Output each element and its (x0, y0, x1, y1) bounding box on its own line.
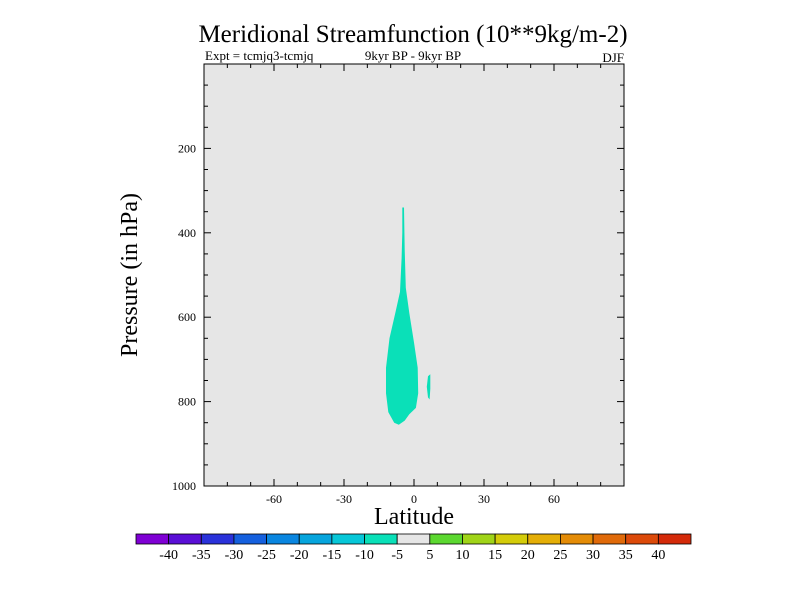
colorbar-label: 15 (488, 548, 502, 563)
colorbar-swatch (135, 533, 170, 545)
x-tick-label: -60 (266, 492, 282, 506)
x-tick-label: 30 (478, 492, 490, 506)
colorbar-label: 40 (651, 548, 665, 563)
season-label: DJF (602, 50, 624, 65)
colorbar-label: -35 (192, 548, 211, 563)
y-axis-label: Pressure (in hPa) (117, 193, 143, 357)
colorbar-label: 25 (553, 548, 567, 563)
contour-region-sliver (426, 374, 431, 400)
x-tick-labels: -60 -30 0 30 60 (266, 492, 560, 506)
axis-ticks (204, 64, 624, 486)
colorbar-swatch (625, 533, 659, 545)
colorbar-swatch (657, 533, 692, 545)
y-tick-label: 1000 (172, 479, 196, 493)
contour-region-plume (386, 207, 419, 425)
x-axis-label: Latitude (374, 504, 454, 530)
colorbar-label: 20 (521, 548, 535, 563)
period-label: 9kyr BP - 9kyr BP (365, 48, 461, 63)
colorbar-label: -30 (225, 548, 244, 563)
chart-title: Meridional Streamfunction (10**9kg/m-2) (198, 21, 627, 48)
x-tick-label: 0 (411, 492, 417, 506)
plot-background (204, 64, 624, 486)
y-tick-label: 400 (178, 226, 196, 240)
plot-frame (203, 63, 625, 487)
colorbar-label: -10 (355, 548, 374, 563)
colorbar-labels: -40 -35 -30 -25 -20 -15 -10 -5 5 10 15 20 25 30 35 40 (159, 548, 665, 563)
colorbar-label: 5 (426, 548, 433, 563)
colorbar-swatch (168, 533, 202, 545)
x-tick-label: 60 (548, 492, 560, 506)
colorbar-swatch (429, 533, 463, 545)
colorbar-swatch (364, 533, 398, 545)
colorbar-swatch (494, 533, 529, 545)
colorbar-label: 35 (619, 548, 633, 563)
colorbar-swatch (266, 533, 300, 545)
colorbar-swatch (396, 533, 431, 545)
colorbar-label: -40 (159, 548, 178, 563)
colorbar (135, 533, 692, 545)
colorbar-label: -25 (257, 548, 276, 563)
colorbar-swatch (298, 533, 333, 545)
colorbar-swatch (331, 533, 365, 545)
experiment-label: Expt = tcmjq3-tcmjq (205, 48, 314, 63)
y-tick-labels: 200 400 600 800 1000 (172, 141, 196, 493)
colorbar-label: -20 (290, 548, 309, 563)
colorbar-swatch (592, 533, 627, 545)
y-tick-label: 600 (178, 310, 196, 324)
colorbar-label: -15 (323, 548, 342, 563)
colorbar-swatch (200, 533, 235, 545)
y-tick-label: 200 (178, 141, 196, 155)
x-tick-label: -30 (336, 492, 352, 506)
colorbar-label: 10 (455, 548, 469, 563)
colorbar-swatch (527, 533, 561, 545)
y-tick-label: 800 (178, 395, 196, 409)
colorbar-label: 30 (586, 548, 600, 563)
contour-regions (386, 207, 431, 425)
colorbar-swatch (233, 533, 267, 545)
colorbar-swatch (462, 533, 496, 545)
colorbar-swatch (560, 533, 594, 545)
colorbar-label: -5 (391, 548, 403, 563)
